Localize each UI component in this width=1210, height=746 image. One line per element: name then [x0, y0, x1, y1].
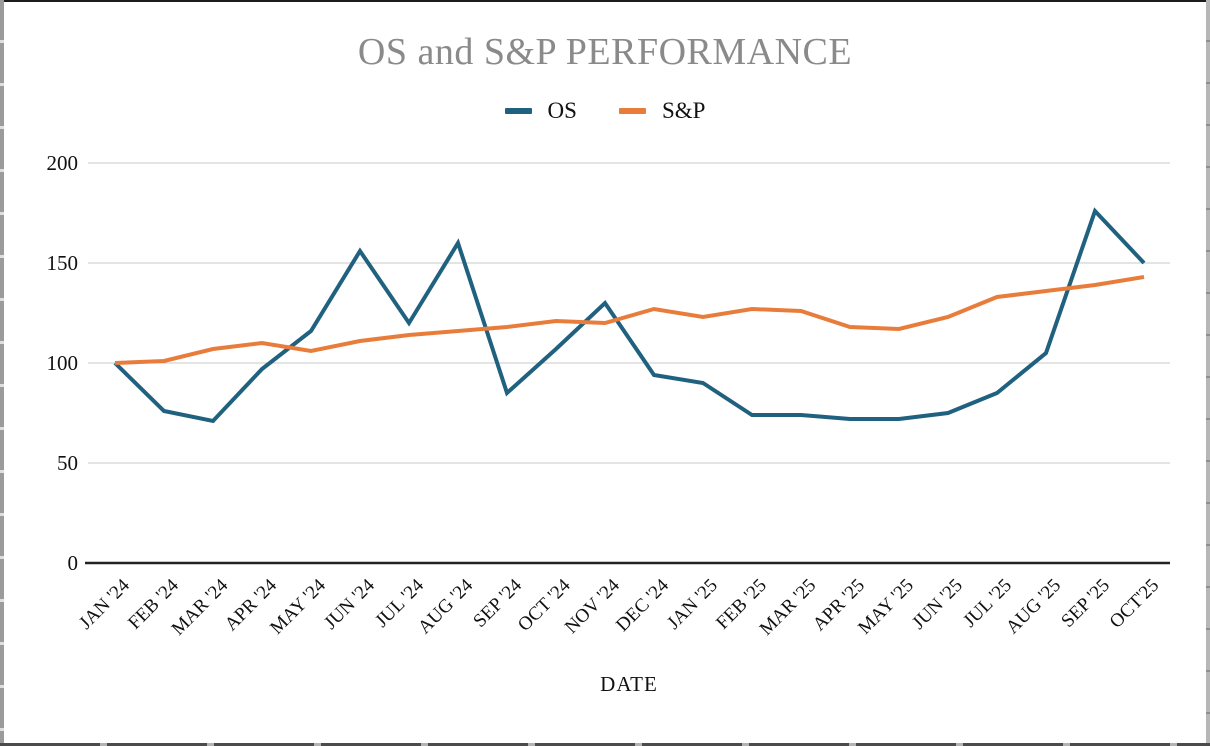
left-border — [0, 0, 4, 746]
legend-item-os: OS — [504, 98, 577, 124]
os-legend-swatch-icon — [504, 108, 532, 114]
x-axis-title: DATE — [600, 672, 658, 696]
legend-label-sp: S&P — [661, 98, 706, 123]
chart-title: OS and S&P PERFORMANCE — [357, 31, 853, 73]
sp-legend-swatch-icon — [618, 108, 646, 114]
y-axis-tick-label: 50 — [57, 451, 78, 475]
legend: OS S&P — [0, 98, 1210, 124]
y-axis-tick-label: 150 — [46, 251, 79, 275]
os-series-line — [113, 207, 1146, 424]
sp-series-line — [114, 275, 1145, 365]
y-axis-tick-label: 100 — [46, 351, 79, 375]
y-axis-tick-label: 0 — [67, 551, 79, 575]
y-axis-tick-label: 200 — [46, 151, 79, 175]
legend-item-sp: S&P — [618, 98, 706, 124]
top-border — [0, 0, 1210, 2]
right-border — [1206, 0, 1210, 746]
bottom-border — [0, 743, 1210, 746]
legend-label-os: OS — [547, 98, 577, 123]
